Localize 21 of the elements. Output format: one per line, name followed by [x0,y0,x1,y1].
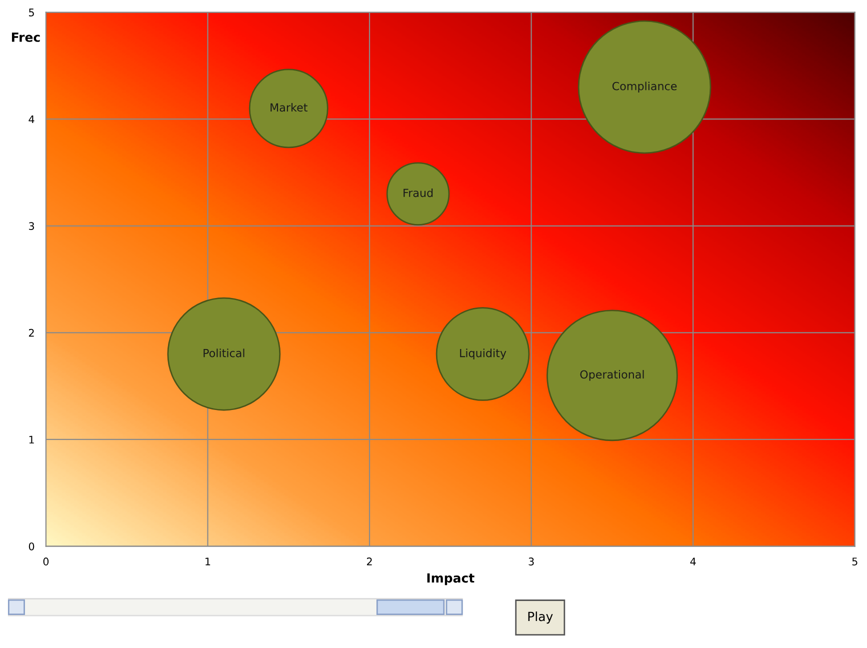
x-tick-label: 0 [43,558,49,566]
series-label: Liquidity [460,348,506,360]
y-tick-label: 1 [29,436,34,444]
y-axis-title: Frec [12,32,40,42]
series-label: Operational [580,370,644,381]
series-label: Political [204,348,244,358]
y-tick-label: 0 [28,542,34,550]
y-tick-label: 3 [29,222,34,230]
x-axis-title: Impact [427,573,474,586]
x-tick-label: 4 [690,558,696,566]
series-label: Fraud [404,188,433,198]
y-tick-label: 5 [29,8,34,16]
series-label: Market [270,103,308,112]
series-label: Compliance [612,82,677,92]
y-tick-label: 2 [28,328,34,337]
text: Play [528,611,553,624]
y-tick-label: 4 [28,115,34,124]
x-tick-label: 2 [366,558,372,566]
x-tick-label: 1 [206,558,210,566]
x-tick-label: 5 [852,558,858,566]
x-tick-label: 3 [528,558,534,566]
